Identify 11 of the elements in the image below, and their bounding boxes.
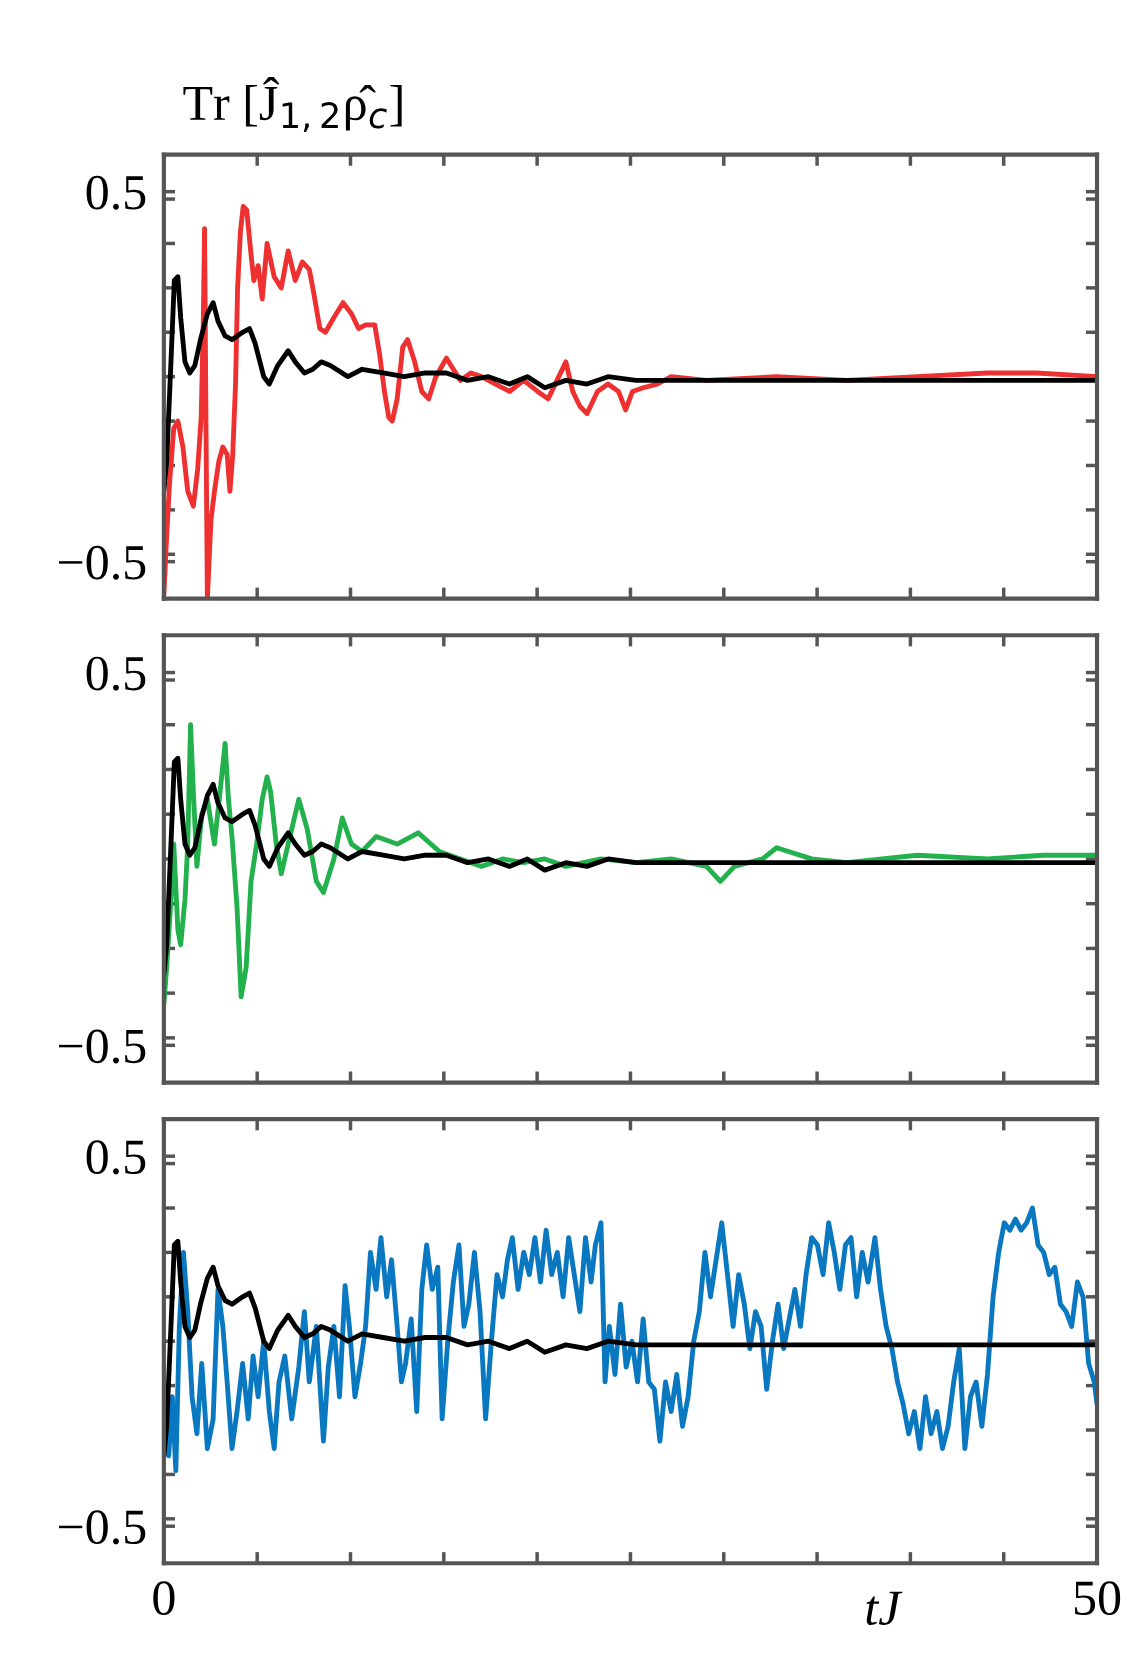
- y-tick-label: −0.5: [59, 545, 146, 580]
- x-tick-label: 0: [153, 1581, 175, 1616]
- chart-title: Tr [Ĵ$_{1,2}$ρ̂$_{c}$]: [183, 76, 402, 133]
- y-tick-label: 0.5: [86, 656, 146, 691]
- y-tick-label: 0.5: [86, 1140, 146, 1175]
- y-tick-label: −0.5: [59, 1510, 146, 1545]
- x-tick-label: 50: [1074, 1581, 1121, 1616]
- line-series: [163, 1205, 1098, 1474]
- y-tick-label: 0.5: [86, 175, 146, 210]
- x-axis-title: tJ: [866, 1591, 903, 1626]
- y-tick-label: −0.5: [59, 1029, 146, 1064]
